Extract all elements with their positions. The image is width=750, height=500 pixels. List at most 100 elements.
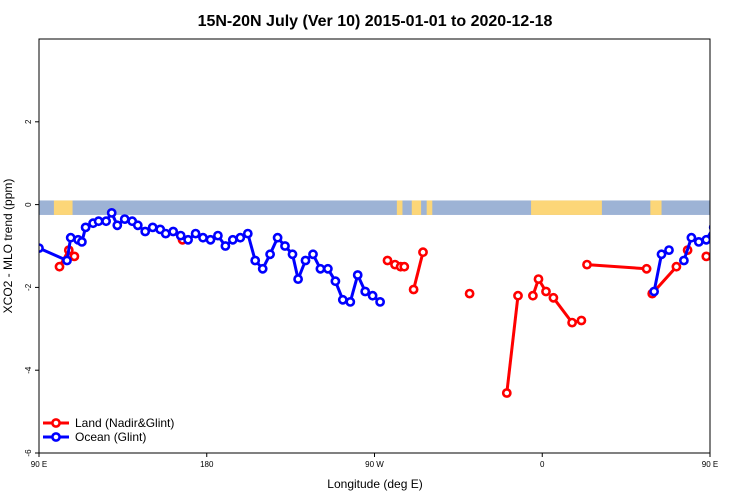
- data-point: [664, 245, 674, 255]
- chart-title: 15N-20N July (Ver 10) 2015-01-01 to 2020…: [198, 13, 553, 30]
- data-point: [464, 288, 475, 299]
- data-point: [337, 294, 348, 305]
- data-point: [205, 234, 216, 245]
- data-point: [80, 222, 91, 233]
- data-point: [272, 232, 283, 243]
- data-point: [718, 220, 725, 227]
- series-ocean: [39, 207, 747, 307]
- data-point: [101, 216, 111, 227]
- y-axis-label: XCO2 - MLO trend (ppm): [1, 179, 15, 314]
- land-span-0: [53, 200, 73, 215]
- data-point: [62, 255, 72, 266]
- data-point: [686, 232, 697, 243]
- x-axis-label: Longitude (deg E): [327, 477, 422, 491]
- data-point: [198, 232, 208, 243]
- y-tick-label: -6: [24, 449, 33, 457]
- data-point: [212, 230, 223, 241]
- data-point: [345, 296, 356, 307]
- data-point: [106, 207, 117, 218]
- y-tick-label: -4: [24, 366, 33, 374]
- data-point: [641, 263, 652, 274]
- legend: Land (Nadir&Glint)Ocean (Glint): [43, 416, 174, 444]
- data-point: [265, 249, 275, 260]
- x-tick-label: 0: [540, 460, 545, 469]
- y-tick-label: 2: [24, 119, 33, 124]
- data-point: [93, 216, 104, 227]
- land-span-2: [411, 200, 422, 215]
- data-point: [69, 251, 80, 262]
- data-point: [352, 270, 363, 280]
- legend-swatch-marker: [51, 432, 61, 442]
- data-point: [293, 274, 303, 284]
- x-tick-label: 180: [200, 460, 214, 469]
- data-point: [541, 286, 551, 297]
- data-point: [322, 263, 333, 274]
- series-line-segment: [505, 295, 520, 394]
- land-span-1: [396, 200, 403, 215]
- data-point: [250, 255, 261, 266]
- y-tick-label: 0: [24, 202, 33, 207]
- data-point: [360, 286, 371, 297]
- data-point: [399, 261, 410, 272]
- data-point: [132, 220, 143, 231]
- data-point: [567, 317, 577, 328]
- data-point: [418, 247, 428, 258]
- data-point: [300, 255, 311, 266]
- x-tick-label: 90 E: [31, 460, 47, 469]
- x-tick-label: 90 E: [702, 460, 718, 469]
- data-point: [656, 249, 667, 260]
- data-point: [330, 276, 341, 287]
- data-point: [725, 218, 732, 225]
- y-axis: 2 0 -2 -4 -6: [24, 119, 39, 457]
- data-point: [242, 228, 253, 239]
- data-point: [257, 263, 268, 274]
- data-point: [693, 236, 704, 247]
- data-point: [701, 251, 710, 262]
- land-span-5: [650, 200, 662, 215]
- data-point: [160, 228, 171, 239]
- data-point: [175, 230, 186, 241]
- data-point: [408, 284, 419, 295]
- ocean-band: [39, 200, 710, 215]
- data-point: [190, 228, 201, 239]
- data-point: [740, 209, 747, 216]
- data-point: [147, 222, 158, 233]
- y-tick-label: -2: [24, 283, 33, 291]
- data-point: [367, 290, 378, 301]
- plot-frame: [38, 38, 711, 454]
- data-layer: [39, 207, 747, 398]
- data-point: [315, 263, 326, 274]
- x-tick-label: 90 W: [365, 460, 384, 469]
- data-point: [533, 274, 544, 284]
- data-point: [112, 220, 123, 231]
- data-point: [513, 290, 523, 301]
- data-point: [679, 255, 689, 266]
- series-line-segment: [552, 296, 574, 324]
- series-land: [54, 234, 710, 398]
- data-point: [287, 249, 298, 260]
- data-point: [671, 261, 682, 272]
- data-point: [708, 224, 710, 231]
- data-point: [183, 234, 193, 245]
- data-point: [119, 214, 130, 224]
- data-point: [235, 232, 246, 243]
- data-point: [227, 234, 238, 245]
- data-point: [701, 234, 710, 245]
- land-span-6: [734, 200, 745, 214]
- series-line-segment: [412, 251, 425, 290]
- data-point: [220, 241, 231, 251]
- x-axis: 90 E 180 90 W 0 90 E: [31, 453, 718, 469]
- data-point: [280, 241, 290, 251]
- legend-entry-label: Ocean (Glint): [75, 430, 146, 444]
- data-point: [382, 255, 393, 266]
- land-ocean-band: [39, 200, 745, 215]
- data-point: [168, 226, 179, 237]
- data-point: [649, 286, 659, 297]
- data-point: [576, 315, 587, 326]
- data-point: [54, 261, 65, 272]
- data-point: [582, 259, 592, 270]
- land-span-3: [426, 200, 433, 215]
- land-span-4: [531, 200, 602, 215]
- data-point: [528, 290, 538, 301]
